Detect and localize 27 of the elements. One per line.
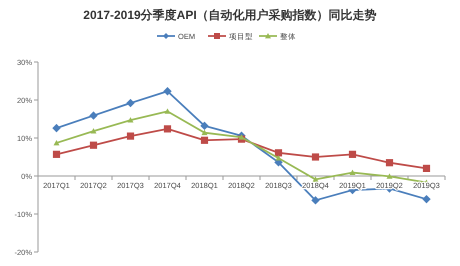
point <box>422 194 431 204</box>
point <box>54 140 60 146</box>
point <box>52 150 60 158</box>
point <box>312 153 320 161</box>
point <box>386 173 392 179</box>
point <box>200 122 209 130</box>
point <box>126 98 135 108</box>
point <box>348 150 356 158</box>
point <box>200 136 208 144</box>
point <box>52 124 61 132</box>
point <box>128 117 134 123</box>
point <box>386 159 394 166</box>
point <box>202 130 208 136</box>
point <box>276 155 282 161</box>
point <box>238 134 244 140</box>
point <box>164 125 172 132</box>
chart-title: 2017-2019分季度API（自动化用户采购指数）同比走势 <box>83 8 377 22</box>
point <box>422 164 430 172</box>
point <box>163 87 172 96</box>
point <box>350 170 356 175</box>
point <box>89 111 98 120</box>
point <box>90 128 96 134</box>
point <box>90 142 98 149</box>
point <box>274 149 282 156</box>
point <box>311 196 320 205</box>
point <box>164 108 170 114</box>
point <box>126 132 134 140</box>
